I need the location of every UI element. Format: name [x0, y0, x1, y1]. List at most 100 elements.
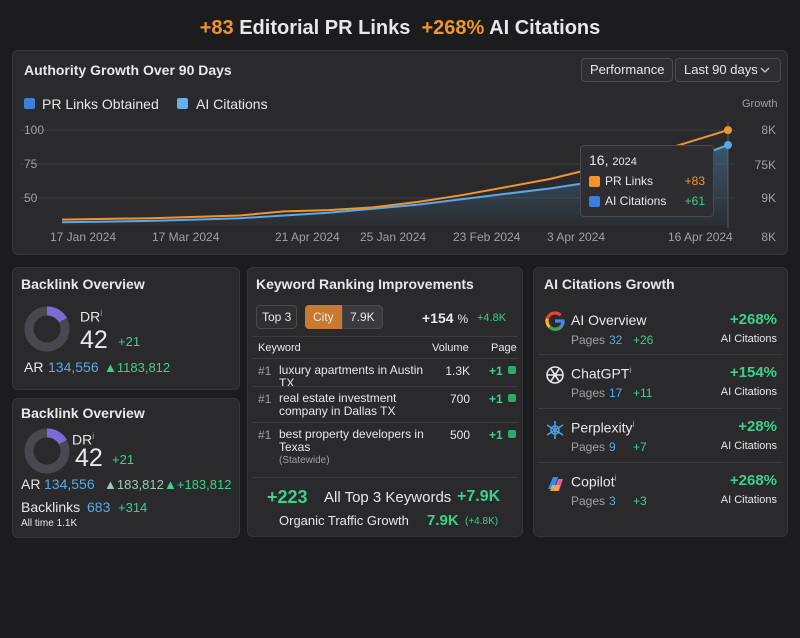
x-tick-label: 17 Mar 2024 [152, 230, 220, 244]
backlink-panel [12, 267, 240, 390]
tooltip-label: PR Links [605, 174, 654, 188]
info: i [614, 473, 617, 483]
keyword-note: (Statewide) [279, 455, 330, 466]
divider [252, 336, 518, 337]
volume: 700 [449, 392, 470, 406]
change: +154 % [422, 310, 468, 326]
dr: DR [80, 308, 101, 325]
pages-label: Pages [571, 333, 606, 347]
tooltip-swatch [589, 176, 600, 187]
dr-label: DRi [80, 308, 102, 325]
area [62, 145, 728, 225]
ar-value: 134,556 [48, 359, 99, 375]
pages-value: 9 [609, 440, 616, 454]
backlinks-value: 683 [87, 499, 111, 515]
growth-label: AI Citations [720, 494, 777, 506]
keyword: real estate investment company in Dallas… [279, 391, 397, 418]
checkbox[interactable] [24, 98, 35, 109]
y-tick-label: 75 [24, 157, 38, 171]
tooltip-title: 16, 2024 [589, 152, 637, 168]
y-tick-label: 50 [24, 191, 38, 205]
ar-label: AR [24, 359, 44, 375]
range-button[interactable]: Last 90 days [675, 58, 781, 82]
pages-label: Pages [571, 494, 606, 508]
dr-change: +21 [112, 452, 135, 467]
divider [252, 422, 518, 423]
google-icon [545, 311, 565, 331]
dr-change: +21 [118, 334, 141, 349]
page-change: +1 [489, 364, 503, 378]
platform: AI Overview [571, 312, 647, 328]
ai-panel [533, 267, 788, 537]
growth: +28% [738, 418, 777, 435]
divider [538, 354, 783, 355]
tab[interactable]: City [305, 305, 342, 329]
x-tick-label: 3 Apr 2024 [547, 230, 605, 244]
rank: #1 [258, 364, 272, 378]
backlinks-label: Backlinks [21, 499, 81, 515]
tooltip-value: +61 [684, 194, 705, 208]
y2-tick-label: 75K [755, 158, 776, 172]
ar-change: ▲1183,812 [104, 360, 171, 375]
info: i [100, 308, 103, 318]
all-time: All time 1.1K [21, 518, 77, 529]
tab[interactable]: Top 3 [256, 305, 298, 329]
tooltip-year: 2024 [612, 156, 637, 168]
page-change: +1 [489, 428, 503, 442]
platform-name: Perplexityi [571, 419, 634, 436]
y2-tick-label: 9K [761, 191, 776, 205]
x-tick-label: 25 Jan 2024 [360, 230, 426, 244]
volume: 1.3K [445, 364, 470, 378]
column-header: Keyword [258, 342, 301, 354]
footer-total: +7.9K [457, 488, 501, 505]
growth-label: AI Citations [720, 440, 777, 452]
dr-value: 42 [75, 444, 103, 472]
ar-change-value: 183,812 [116, 477, 164, 492]
tooltip-day: 16, [589, 152, 609, 168]
traffic-value: 7.9K [427, 512, 459, 529]
headline: +83 Editorial PR Links +268% AI Citation… [0, 17, 800, 40]
column-header: Volume [432, 342, 469, 354]
performance-button[interactable]: Performance [581, 58, 674, 82]
keyword: best property developers in Texas [279, 427, 424, 454]
tab[interactable]: 7.9K [342, 305, 383, 329]
pages-value: 32 [609, 333, 623, 347]
platform-name: AI Overview [571, 312, 646, 328]
ai-value: +268% [421, 17, 485, 39]
legend-ai: AI Citations [196, 96, 268, 112]
page-icon [508, 394, 516, 402]
x-tick-label: 16 Apr 2024 [668, 230, 733, 244]
footer-count: +223 [267, 487, 308, 507]
copilot-icon [548, 477, 563, 491]
growth: +154% [729, 364, 777, 381]
page-icon [508, 366, 516, 374]
panel-title: AI Citations Growth [544, 276, 675, 292]
panel-title: Backlink Overview [21, 405, 145, 421]
ai-label: AI Citations [489, 17, 601, 39]
pages-value: 3 [609, 494, 616, 508]
backlinks-change: +314 [118, 500, 148, 515]
pages-change: +11 [633, 386, 653, 400]
y-tick-label: 100 [24, 123, 44, 137]
panel-title: Keyword Ranking Improvements [256, 276, 474, 292]
y2-tick-label: 8K [761, 123, 776, 137]
rank: #1 [258, 392, 272, 406]
change-value: +154 [422, 310, 454, 326]
divider [538, 408, 783, 409]
ar-change-2: ▲+183,812 [164, 477, 232, 492]
divider [252, 386, 518, 387]
pages-change: +7 [633, 440, 647, 454]
info: i [632, 419, 635, 429]
ar-change: ▲183,812 [104, 477, 164, 492]
pages-label: Pages [571, 386, 606, 400]
tooltip-value: +83 [684, 174, 705, 188]
pages-change: +26 [633, 333, 654, 347]
checkbox[interactable] [177, 98, 188, 109]
donut [24, 428, 70, 474]
column-header: Page [491, 342, 517, 354]
footer-label: All Top 3 Keywords [324, 489, 452, 506]
platform-name: ChatGPTi [571, 365, 631, 382]
end-dot [724, 126, 732, 135]
x-tick-label: 23 Feb 2024 [453, 230, 521, 244]
platform: Copilot [571, 473, 615, 490]
